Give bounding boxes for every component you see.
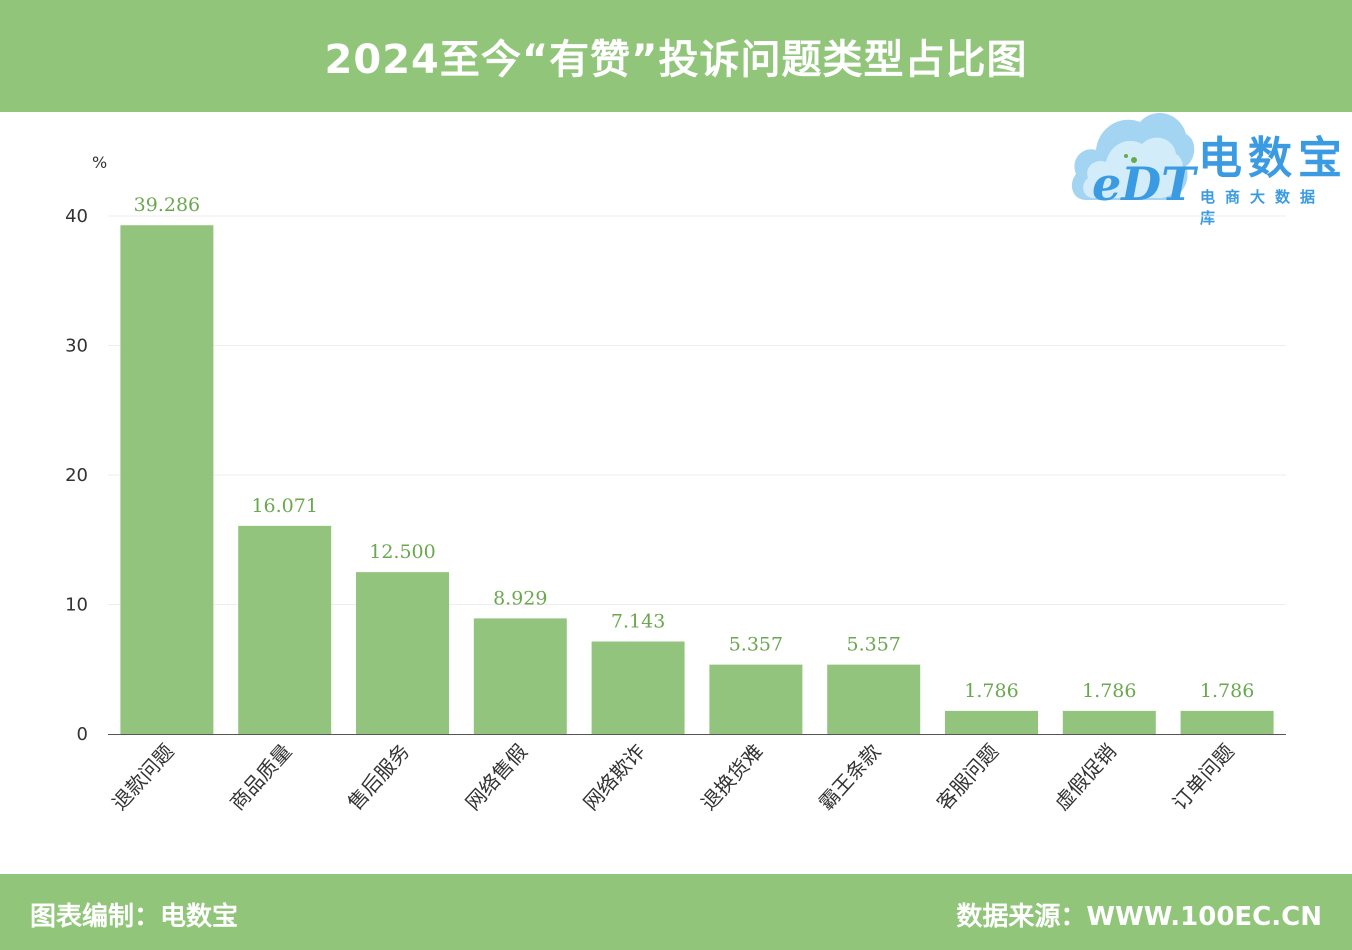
- brand-name: 电数宝: [1198, 133, 1348, 184]
- value-label: 12.500: [369, 541, 435, 563]
- category-labels: 退款问题 商品质量 售后服务 网络售假 网络欺诈 退换货难 霸王条款 客服问题 虚假促销 订单问题: [107, 739, 1239, 815]
- x-tick-label: 客服问题: [932, 739, 1003, 815]
- bar: [945, 710, 1038, 734]
- value-label: 16.071: [251, 495, 317, 517]
- data-source: 数据来源：WWW.100EC.CN: [956, 902, 1322, 932]
- value-label: 1.786: [964, 680, 1018, 702]
- y-tick-label: 10: [65, 595, 88, 616]
- brand-logo: eDT 电数宝 电商大数据库: [1068, 104, 1348, 227]
- value-label: 39.286: [134, 194, 200, 216]
- x-tick-label: 订单问题: [1167, 739, 1238, 815]
- y-tick-label: 0: [77, 724, 88, 745]
- x-tick-label: 虚假促销: [1050, 739, 1121, 815]
- value-label: 5.357: [846, 634, 900, 656]
- value-label: 7.143: [611, 610, 665, 632]
- cloud-logo-icon: [1071, 112, 1195, 200]
- axes: 0 10 20 30 40: [65, 206, 1286, 745]
- value-label: 1.786: [1200, 680, 1254, 702]
- footer-banner: 图表编制：电数宝 数据来源：WWW.100EC.CN: [0, 874, 1352, 950]
- brand-tagline: 电商大数据库: [1200, 188, 1326, 227]
- value-label: 8.929: [493, 587, 547, 609]
- bar: [356, 572, 449, 734]
- edt-mark: eDT: [1092, 157, 1199, 206]
- bars: [120, 225, 1274, 734]
- bar: [709, 664, 803, 734]
- x-tick-label: 售后服务: [343, 739, 414, 815]
- value-labels: 39.286 16.071 12.500 8.929 7.143 5.357 5.357 1.…: [134, 194, 1255, 702]
- chart-title: 2024至今“有赞”投诉问题类型占比图: [324, 37, 1028, 83]
- value-label: 1.786: [1082, 680, 1136, 702]
- bar: [1062, 710, 1156, 734]
- y-axis-unit-label: %: [92, 153, 107, 172]
- bar-chart: 0 10 20 30 40 39.286 16.071 12.500 8.929 7.143 5.…: [65, 153, 1286, 815]
- bar: [238, 525, 332, 734]
- bar: [1180, 710, 1274, 734]
- y-tick-label: 30: [65, 336, 88, 357]
- bar: [473, 618, 567, 734]
- x-tick-label: 网络售假: [461, 739, 532, 815]
- chart-credit: 图表编制：电数宝: [30, 902, 239, 932]
- x-tick-label: 商品质量: [225, 739, 296, 815]
- x-tick-label: 退换货难: [696, 739, 767, 815]
- x-tick-label: 退款问题: [107, 739, 178, 815]
- y-tick-label: 20: [65, 465, 88, 486]
- x-tick-label: 霸王条款: [814, 739, 885, 815]
- x-tick-label: 网络欺诈: [578, 739, 649, 815]
- value-label: 5.357: [729, 634, 783, 656]
- bar: [591, 641, 685, 734]
- bar: [827, 664, 921, 734]
- y-tick-label: 40: [65, 206, 88, 227]
- header-banner: 2024至今“有赞”投诉问题类型占比图: [0, 0, 1352, 112]
- bar: [120, 225, 214, 734]
- logo-mark-text: eDT: [1092, 157, 1199, 206]
